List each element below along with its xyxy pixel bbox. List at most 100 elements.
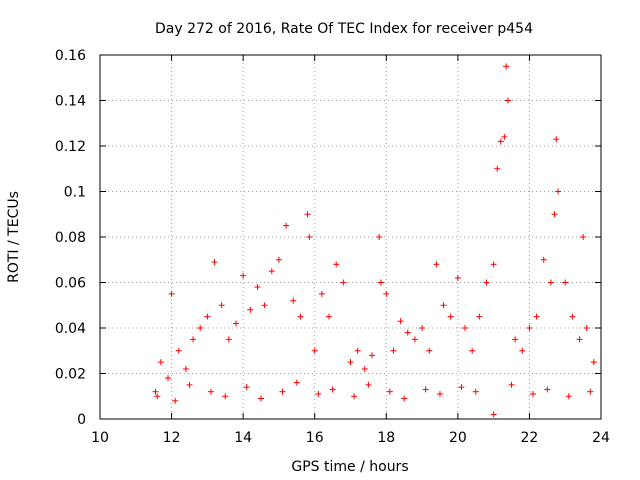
data-point: [544, 386, 551, 393]
data-point: [419, 325, 426, 331]
x-tick-label: 24: [592, 430, 610, 446]
data-point: [462, 325, 469, 331]
y-tick-label: 0.08: [55, 230, 86, 246]
data-point: [333, 261, 340, 268]
data-point: [501, 133, 508, 140]
data-point: [401, 395, 408, 402]
data-point: [469, 347, 476, 354]
data-point: [540, 256, 547, 263]
data-point: [490, 411, 497, 418]
data-point: [565, 393, 572, 400]
y-tick-label: 0.12: [55, 139, 86, 155]
x-tick-label: 12: [163, 430, 181, 446]
data-point: [519, 347, 526, 354]
data-point: [290, 297, 297, 304]
y-tick-label: 0: [77, 412, 86, 428]
data-point: [404, 329, 411, 336]
data-point: [590, 359, 597, 366]
data-point: [490, 261, 497, 268]
data-point: [508, 381, 515, 388]
data-point: [530, 390, 537, 397]
data-point: [211, 259, 218, 266]
data-point: [361, 365, 368, 372]
data-point: [340, 279, 347, 286]
data-point: [512, 336, 519, 343]
data-point: [454, 274, 461, 281]
y-axis-label: ROTI / TECUs: [6, 191, 22, 283]
data-point: [376, 234, 383, 240]
data-point: [218, 302, 225, 309]
data-point: [347, 359, 354, 366]
data-point: [351, 393, 358, 400]
data-point: [583, 325, 590, 331]
data-point: [306, 234, 313, 240]
data-point: [283, 222, 290, 229]
x-tick-label: 10: [91, 430, 109, 446]
data-point: [254, 284, 261, 291]
data-point: [433, 261, 440, 268]
data-point: [207, 388, 214, 395]
data-point: [503, 63, 510, 70]
x-tick-label: 18: [377, 430, 395, 446]
data-point: [175, 347, 182, 354]
data-point: [318, 290, 325, 297]
data-point: [555, 188, 562, 195]
data-point: [476, 313, 483, 320]
data-point: [504, 97, 511, 104]
data-point: [587, 388, 594, 395]
data-point: [152, 388, 159, 395]
x-tick-label: 20: [449, 430, 467, 446]
data-point: [533, 313, 540, 320]
y-axis: 0 0.02 0.04 0.06 0.08 0.1 0.12 0.14 0.16: [55, 48, 601, 428]
data-point: [293, 379, 300, 386]
data-point: [390, 347, 397, 354]
data-point: [386, 388, 393, 395]
data-point: [569, 313, 576, 320]
data-point: [197, 325, 204, 331]
data-point: [243, 384, 250, 391]
data-point: [311, 347, 318, 354]
data-point: [472, 388, 479, 395]
data-point: [422, 386, 429, 393]
y-tick-label: 0.16: [55, 48, 86, 64]
data-point: [368, 352, 375, 359]
data-point: [329, 386, 336, 393]
x-axis-label: GPS time / hours: [291, 459, 408, 475]
data-point: [268, 268, 275, 275]
data-point: [483, 279, 490, 286]
x-tick-label: 22: [521, 430, 539, 446]
data-point: [551, 211, 558, 218]
data-point: [315, 390, 322, 397]
data-point: [190, 336, 197, 343]
data-point: [279, 388, 286, 395]
data-point: [377, 279, 384, 286]
chart-title: Day 272 of 2016, Rate Of TEC Index for r…: [155, 21, 533, 37]
y-tick-label: 0.02: [55, 367, 86, 383]
data-point: [458, 384, 465, 391]
data-point: [494, 165, 501, 172]
x-tick-label: 14: [234, 430, 252, 446]
data-point: [426, 347, 433, 354]
data-point: [154, 393, 161, 400]
data-point: [326, 313, 333, 320]
data-point: [297, 313, 304, 320]
x-tick-label: 16: [306, 430, 324, 446]
data-point: [261, 302, 268, 309]
data-point: [275, 256, 282, 263]
data-point: [553, 136, 560, 143]
data-point: [580, 234, 587, 240]
data-point: [258, 395, 265, 402]
data-point: [240, 272, 247, 279]
data-point: [383, 290, 390, 297]
data-point: [436, 390, 443, 397]
data-point: [411, 336, 418, 343]
y-tick-label: 0.14: [55, 94, 86, 110]
data-point: [247, 306, 254, 313]
data-point: [186, 381, 193, 388]
data-point: [576, 336, 583, 343]
data-point: [526, 325, 533, 331]
y-tick-label: 0.04: [55, 321, 86, 337]
data-point: [562, 279, 569, 286]
data-point: [365, 381, 372, 388]
